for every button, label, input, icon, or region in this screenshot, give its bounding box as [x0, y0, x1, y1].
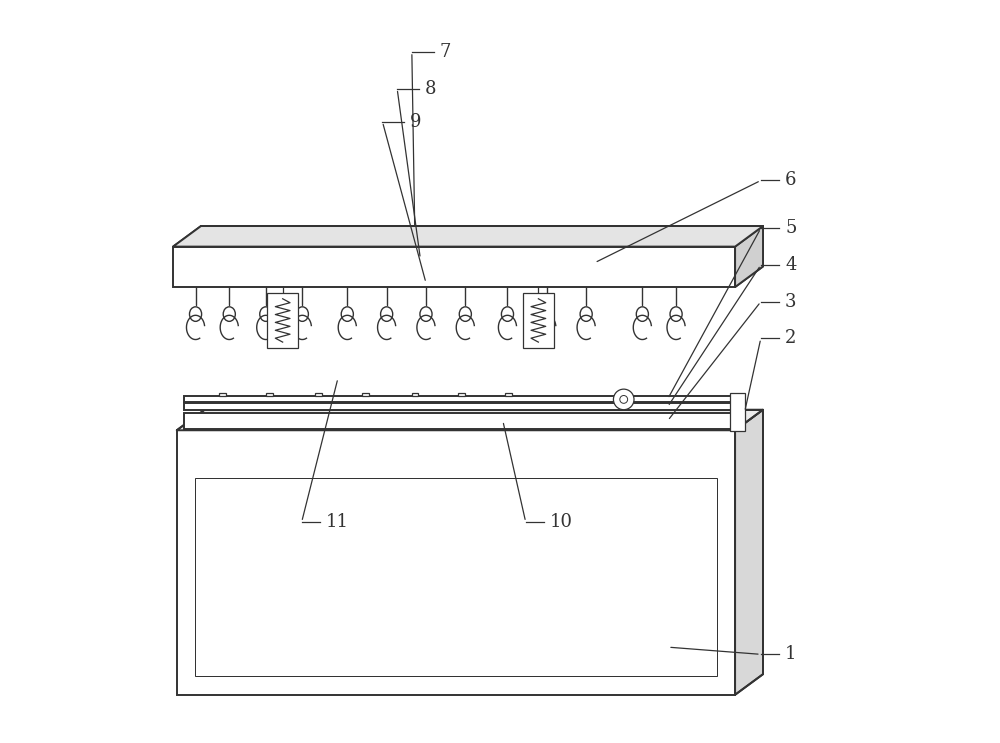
Ellipse shape	[189, 307, 202, 322]
Bar	[184, 403, 734, 410]
Text: 2: 2	[785, 329, 796, 348]
Bar	[184, 397, 734, 402]
Bar	[177, 430, 735, 695]
Bar	[267, 293, 298, 348]
Polygon shape	[177, 409, 763, 430]
Text: 9: 9	[410, 113, 422, 131]
Ellipse shape	[580, 307, 592, 322]
Bar	[362, 393, 369, 397]
Ellipse shape	[381, 307, 393, 322]
Bar	[315, 393, 322, 397]
Polygon shape	[173, 226, 763, 247]
Ellipse shape	[636, 307, 648, 322]
Bar	[730, 393, 745, 431]
Text: 11: 11	[326, 513, 349, 531]
Ellipse shape	[501, 307, 514, 322]
Bar	[184, 412, 734, 429]
Ellipse shape	[223, 307, 235, 322]
Ellipse shape	[541, 307, 553, 322]
Circle shape	[620, 395, 628, 403]
Bar	[219, 393, 226, 397]
Text: 7: 7	[440, 43, 451, 61]
Ellipse shape	[260, 307, 272, 322]
Bar	[523, 293, 554, 348]
Text: 4: 4	[785, 256, 796, 274]
Text: 3: 3	[785, 293, 797, 311]
Text: 10: 10	[550, 513, 573, 531]
Text: 8: 8	[425, 80, 437, 97]
Ellipse shape	[341, 307, 353, 322]
Text: 6: 6	[785, 172, 797, 189]
Circle shape	[613, 389, 634, 409]
Polygon shape	[735, 409, 763, 695]
Ellipse shape	[420, 307, 432, 322]
Ellipse shape	[296, 307, 308, 322]
Polygon shape	[735, 226, 763, 287]
Ellipse shape	[670, 307, 682, 322]
Bar	[173, 247, 735, 287]
Text: 1: 1	[785, 646, 797, 663]
Ellipse shape	[459, 307, 471, 322]
Bar	[458, 393, 465, 397]
Text: 5: 5	[785, 219, 796, 237]
Bar	[505, 393, 512, 397]
Bar	[266, 393, 273, 397]
Bar	[412, 393, 418, 397]
Bar	[195, 478, 717, 676]
